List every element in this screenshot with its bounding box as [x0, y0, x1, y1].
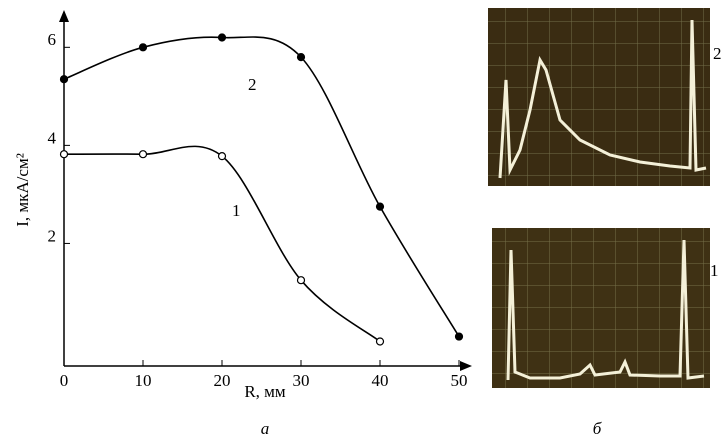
photo-label: 1: [710, 261, 719, 280]
series-label: 2: [248, 75, 257, 94]
panel-label: а: [261, 419, 270, 438]
y-axis-label: I, мкА/см²: [13, 153, 32, 227]
x-tick-label: 30: [293, 371, 310, 390]
series-line: [63, 145, 381, 343]
point: [296, 53, 306, 62]
point: [217, 152, 227, 161]
oscillogram-1: [492, 228, 710, 388]
panel-label: б: [593, 419, 602, 438]
point: [375, 202, 385, 211]
x-tick-label: 50: [451, 371, 468, 390]
point: [59, 75, 69, 84]
photo-label: 2: [713, 44, 722, 63]
x-tick-label: 40: [372, 371, 389, 390]
point: [296, 276, 306, 285]
x-arrow: [460, 361, 472, 371]
y-tick-label: 4: [48, 128, 57, 147]
point: [375, 337, 385, 346]
y-tick-label: 2: [48, 226, 57, 245]
y-tick-label: 6: [48, 30, 57, 49]
series-label: 1: [232, 201, 241, 220]
oscillogram-2: [488, 8, 710, 186]
x-tick-label: 0: [60, 371, 69, 390]
x-axis-label: R, мм: [244, 382, 286, 401]
point: [138, 150, 148, 159]
point: [454, 332, 464, 341]
point: [138, 43, 148, 52]
x-tick-label: 10: [135, 371, 152, 390]
x-tick-label: 20: [214, 371, 231, 390]
series-line: [63, 36, 460, 337]
point: [217, 33, 227, 42]
point: [59, 150, 69, 159]
y-arrow: [59, 10, 69, 22]
